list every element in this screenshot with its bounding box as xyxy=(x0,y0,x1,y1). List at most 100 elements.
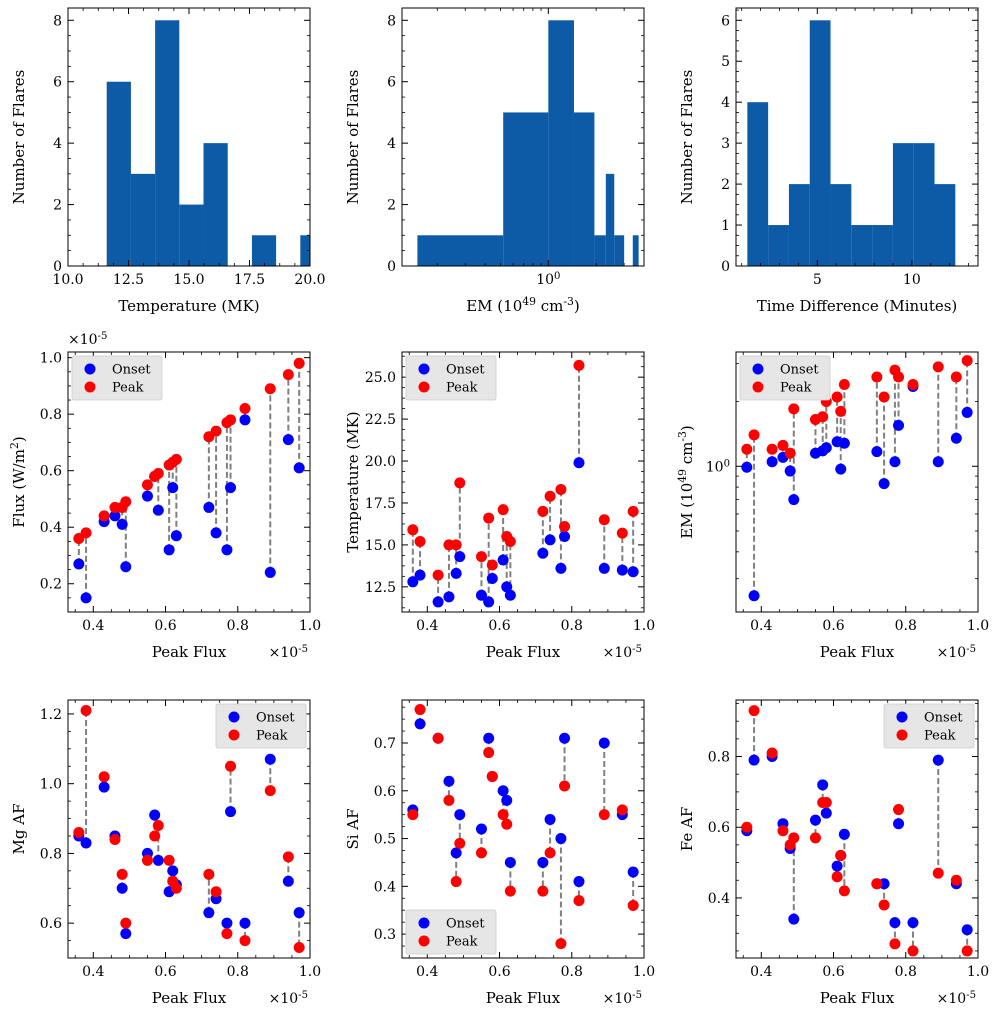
onset-point xyxy=(486,572,498,584)
peak-point xyxy=(573,895,585,907)
peak-point xyxy=(170,453,182,465)
x-tick-label: 0.4 xyxy=(82,964,104,980)
onset-point xyxy=(80,837,92,849)
onset-point xyxy=(501,794,513,806)
peak-point xyxy=(961,945,973,957)
peak-point xyxy=(907,379,919,391)
onset-point xyxy=(443,591,455,603)
peak-point xyxy=(871,371,883,383)
y-tick-label: 1.0 xyxy=(40,777,62,793)
peak-point xyxy=(152,820,164,832)
peak-point xyxy=(950,371,962,383)
legend: Onset Peak xyxy=(215,703,307,749)
onset-point xyxy=(120,928,132,940)
onset-point xyxy=(893,818,905,830)
y-tick-label: 1.0 xyxy=(40,351,62,367)
onset-point xyxy=(170,530,182,542)
peak-point xyxy=(203,868,215,880)
peak-point xyxy=(544,490,556,502)
peak-point xyxy=(407,524,419,536)
x-tick-label: 0.8 xyxy=(227,964,249,980)
peak-point xyxy=(616,527,628,539)
legend: Onset Peak xyxy=(71,355,163,401)
x-tick-label: 0.4 xyxy=(416,964,438,980)
legend-peak-marker xyxy=(84,381,96,393)
peak-point xyxy=(835,850,847,862)
axes-frame xyxy=(401,7,645,267)
temp-scatter-panel: 0.4 0.6 0.8 1.0 12.5 15.0 17.5 20.0 22.5 25.0 Peak… xyxy=(344,351,655,661)
histogram-bars xyxy=(747,20,956,266)
legend-peak-marker xyxy=(896,729,908,741)
onset-point xyxy=(504,589,516,601)
x-tick-label: 12.5 xyxy=(113,272,144,288)
peak-point xyxy=(766,443,778,455)
onset-point xyxy=(950,432,962,444)
y-tick-label: 0 xyxy=(387,259,396,275)
y-tick-label: 4 xyxy=(721,95,730,111)
onset-point xyxy=(116,518,128,530)
y-axis-label: Number of Flares xyxy=(10,70,28,205)
x-offset-label: ×10-5 xyxy=(603,990,642,1008)
peak-point xyxy=(141,854,153,866)
onset-point xyxy=(293,907,305,919)
peak-point xyxy=(555,938,567,950)
onset-point xyxy=(225,482,237,494)
onset-point xyxy=(454,809,466,821)
em-scatter-panel: 0.4 0.6 0.8 1.0 100 Peak Flux EM (1049 cm-3) ×1… xyxy=(676,351,989,661)
peak-point xyxy=(748,705,760,717)
x-tick-label: 10.0 xyxy=(52,272,83,288)
peak-point xyxy=(831,391,843,403)
onset-point xyxy=(501,581,513,593)
peak-point xyxy=(741,821,753,833)
peak-point xyxy=(450,876,462,888)
y-tick-label: 4 xyxy=(387,136,396,152)
x-offset-label: ×10-5 xyxy=(269,644,308,662)
onset-point xyxy=(817,779,829,791)
peak-point xyxy=(120,496,132,508)
legend-peak-label: Peak xyxy=(924,729,956,744)
y-axis-label: Si AF xyxy=(344,808,362,849)
legend-onset-marker xyxy=(418,363,430,375)
peak-point xyxy=(264,785,276,797)
onset-point xyxy=(741,461,753,473)
legend: Onset Peak xyxy=(739,355,831,401)
onset-point xyxy=(483,732,495,744)
peak-point xyxy=(414,704,426,716)
onset-point xyxy=(889,917,901,929)
y-tick-label: 25.0 xyxy=(365,370,396,386)
peak-point xyxy=(282,851,294,863)
peak-points xyxy=(407,359,639,581)
peak-point xyxy=(141,479,153,491)
x-tick-label: 1.0 xyxy=(967,964,989,980)
peak-point xyxy=(483,747,495,759)
y-tick-label: 0.6 xyxy=(374,784,396,800)
peak-points xyxy=(73,357,305,545)
onset-point xyxy=(559,531,571,543)
onset-point xyxy=(149,809,161,821)
y-tick-label: 0.8 xyxy=(40,846,62,862)
onset-point xyxy=(573,457,585,469)
peak-point xyxy=(501,818,513,830)
peak-points xyxy=(407,704,639,950)
peak-point xyxy=(555,484,567,496)
onset-point xyxy=(598,562,610,574)
x-tick-label: 0.8 xyxy=(561,618,583,634)
histogram-bars xyxy=(417,20,639,266)
axes-frame xyxy=(67,351,311,613)
histogram-bar xyxy=(605,173,615,266)
x-tick-label: 0.8 xyxy=(561,964,583,980)
onset-point xyxy=(788,494,800,506)
legend-onset-marker xyxy=(418,917,430,929)
y-tick-label: 0.4 xyxy=(374,879,396,895)
x-axis-label: Peak Flux xyxy=(152,989,227,1007)
peak-point xyxy=(559,520,571,532)
onset-point xyxy=(239,414,251,426)
peak-point xyxy=(777,439,789,451)
x-tick-label: 1.0 xyxy=(299,618,321,634)
y-tick-label: 12.5 xyxy=(365,580,396,596)
onset-point xyxy=(809,814,821,826)
legend-peak-label: Peak xyxy=(112,381,144,396)
onset-point xyxy=(835,463,847,475)
histogram-bar xyxy=(614,235,625,266)
onset-point xyxy=(504,856,516,868)
